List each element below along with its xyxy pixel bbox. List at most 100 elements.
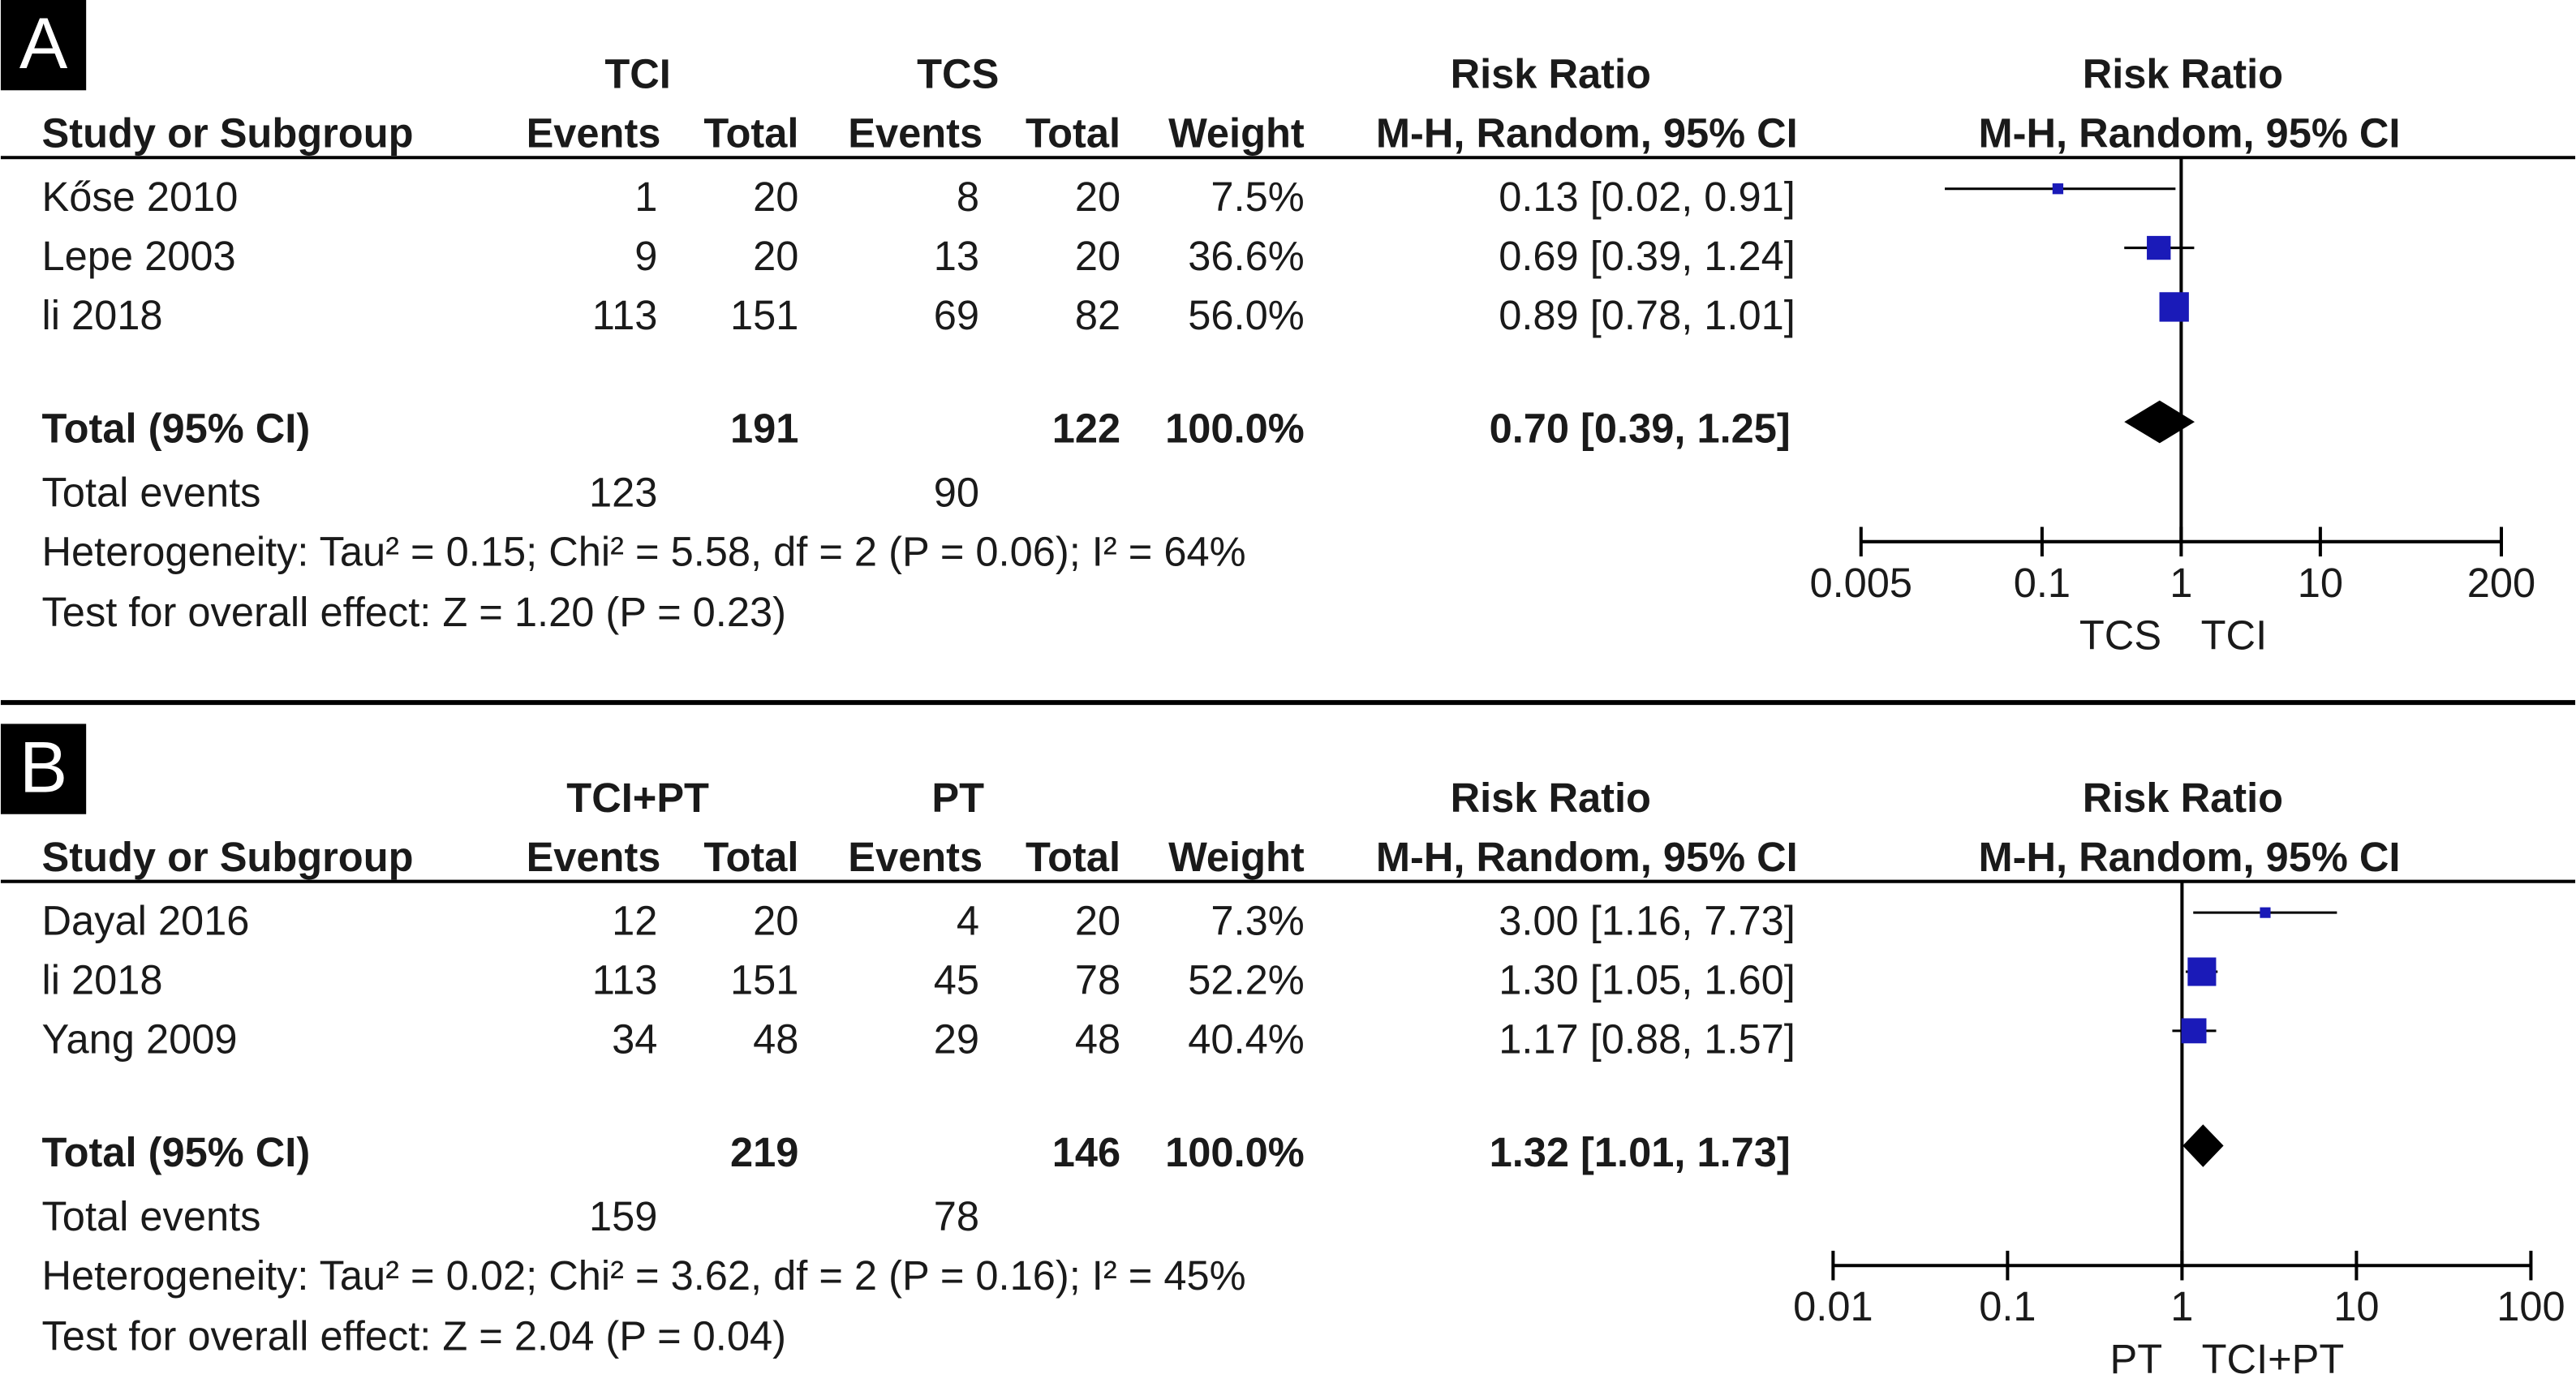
events: 113 <box>592 292 658 338</box>
x-tick-label: 10 <box>2298 560 2343 606</box>
effect-method: M-H, Random, 95% CI <box>1376 110 1798 156</box>
events: 69 <box>934 292 979 338</box>
study-name: Yang 2009 <box>42 1016 238 1062</box>
weight: 40.4% <box>1188 1016 1304 1062</box>
events: 159 <box>589 1193 657 1239</box>
group-header: TCI+PT <box>566 775 709 821</box>
events: 8 <box>957 174 979 220</box>
effect-ci: 1.32 [1.01, 1.73] <box>1490 1129 1791 1175</box>
x-tick-label: 1 <box>2170 1283 2193 1329</box>
plot-method: M-H, Random, 95% CI <box>1979 110 2401 156</box>
total: 151 <box>730 957 798 1003</box>
overall-name: Total (95% CI) <box>42 1129 311 1175</box>
overall-name: Total (95% CI) <box>42 406 311 452</box>
column-header: Study or Subgroup <box>42 834 414 880</box>
study-marker <box>2260 907 2271 918</box>
column-header: Total <box>1026 110 1120 156</box>
total-events-name: Total events <box>42 1193 261 1239</box>
panel-label: A <box>19 2 68 84</box>
effect-method: M-H, Random, 95% CI <box>1376 834 1798 880</box>
total: 20 <box>1075 898 1120 944</box>
column-header: Events <box>527 834 661 880</box>
total: 20 <box>753 233 798 279</box>
effect-ci: 1.17 [0.88, 1.57] <box>1499 1016 1795 1062</box>
x-tick-label: 0.1 <box>1979 1283 2036 1329</box>
study-name: Dayal 2016 <box>42 898 250 944</box>
events: 9 <box>634 233 657 279</box>
events: 29 <box>934 1016 979 1062</box>
total: 191 <box>730 406 798 452</box>
panel-label-box <box>0 724 87 814</box>
x-tick-label: 10 <box>2333 1283 2379 1329</box>
column-header: Weight <box>1168 834 1305 880</box>
effect-ci: 3.00 [1.16, 7.73] <box>1499 898 1795 944</box>
overall-test: Test for overall effect: Z = 2.04 (P = 0… <box>42 1313 786 1359</box>
effect-header: Risk Ratio <box>1451 775 1651 821</box>
total: 20 <box>1075 174 1120 220</box>
group-header: PT <box>931 775 984 821</box>
total: 122 <box>1052 406 1120 452</box>
total: 48 <box>753 1016 798 1062</box>
plot-header: Risk Ratio <box>2083 775 2283 821</box>
x-tick-label: 0.1 <box>2014 560 2071 606</box>
events: 12 <box>612 898 657 944</box>
study-name: li 2018 <box>42 292 163 338</box>
x-tick-label: 200 <box>2467 560 2535 606</box>
total: 48 <box>1075 1016 1120 1062</box>
overall-test: Test for overall effect: Z = 1.20 (P = 0… <box>42 589 786 635</box>
total: 20 <box>753 174 798 220</box>
effect-header: Risk Ratio <box>1451 50 1651 97</box>
events: 90 <box>934 470 979 516</box>
effect-ci: 0.89 [0.78, 1.01] <box>1499 292 1795 338</box>
weight: 52.2% <box>1188 957 1304 1003</box>
events: 113 <box>592 957 658 1003</box>
overall-diamond <box>2183 1124 2224 1167</box>
study-marker <box>2181 1018 2207 1044</box>
study-marker <box>2187 957 2217 986</box>
overall-diamond <box>2124 400 2195 444</box>
weight: 56.0% <box>1188 292 1304 338</box>
events: 13 <box>934 233 979 279</box>
weight: 7.5% <box>1211 174 1304 220</box>
column-header: Study or Subgroup <box>42 110 414 156</box>
panel-label-box <box>0 0 87 91</box>
heterogeneity: Heterogeneity: Tau² = 0.15; Chi² = 5.58,… <box>42 528 1246 574</box>
heterogeneity: Heterogeneity: Tau² = 0.02; Chi² = 3.62,… <box>42 1252 1246 1299</box>
favours-left: PT <box>2109 1336 2162 1382</box>
weight: 36.6% <box>1188 233 1304 279</box>
column-header: Events <box>848 110 983 156</box>
column-header: Total <box>1026 834 1120 880</box>
favours-left: TCS <box>2079 612 2161 659</box>
events: 34 <box>612 1016 657 1062</box>
weight: 7.3% <box>1211 898 1304 944</box>
total: 151 <box>730 292 798 338</box>
effect-ci: 0.69 [0.39, 1.24] <box>1499 233 1795 279</box>
panel-label: B <box>19 727 67 808</box>
events: 78 <box>934 1193 979 1239</box>
events: 4 <box>957 898 979 944</box>
total: 78 <box>1075 957 1120 1003</box>
events: 123 <box>589 470 657 516</box>
column-header: Weight <box>1168 110 1305 156</box>
x-tick-label: 0.005 <box>1809 560 1912 606</box>
events: 45 <box>934 957 979 1003</box>
weight: 100.0% <box>1165 406 1305 452</box>
total: 20 <box>1075 233 1120 279</box>
group-header: TCS <box>917 50 999 97</box>
total: 20 <box>753 898 798 944</box>
effect-ci: 0.13 [0.02, 0.91] <box>1499 174 1795 220</box>
column-header: Total <box>703 110 798 156</box>
total-events-name: Total events <box>42 470 261 516</box>
effect-ci: 1.30 [1.05, 1.60] <box>1499 957 1795 1003</box>
study-name: li 2018 <box>42 957 163 1003</box>
favours-right: TCI <box>2201 612 2267 659</box>
total: 146 <box>1052 1129 1120 1175</box>
events: 1 <box>634 174 657 220</box>
x-tick-label: 1 <box>2170 560 2192 606</box>
plot-method: M-H, Random, 95% CI <box>1979 834 2401 880</box>
plot-header: Risk Ratio <box>2083 50 2283 97</box>
study-marker <box>2052 183 2064 195</box>
x-tick-label: 100 <box>2496 1283 2565 1329</box>
